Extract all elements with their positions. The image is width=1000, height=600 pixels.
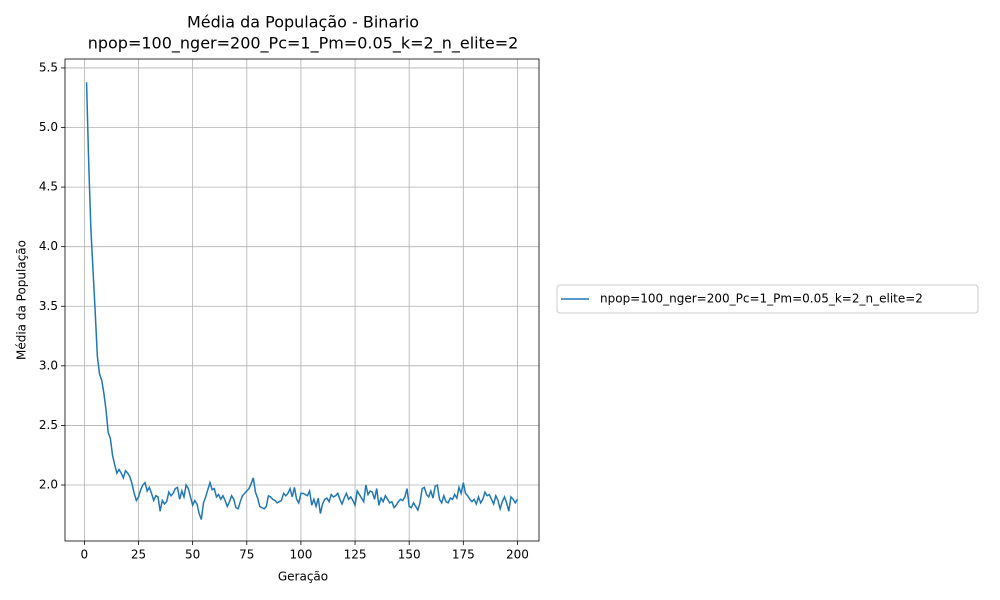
- chart-title: Média da População - Binario: [187, 13, 419, 32]
- x-tick-label: 75: [239, 548, 254, 562]
- x-tick-label: 100: [289, 548, 312, 562]
- x-tick-label: 150: [398, 548, 421, 562]
- y-axis-label: Média da População: [15, 240, 29, 360]
- y-tick-label: 4.5: [39, 180, 58, 194]
- y-tick-label: 2.5: [39, 418, 58, 432]
- y-tick-label: 4.0: [39, 239, 58, 253]
- x-tick-label: 125: [344, 548, 367, 562]
- y-tick-label: 5.0: [39, 120, 58, 134]
- data-line: [85, 82, 519, 520]
- x-tick-label: 200: [506, 548, 529, 562]
- chart-subtitle: npop=100_nger=200_Pc=1_Pm=0.05_k=2_n_eli…: [88, 34, 519, 54]
- y-tick-label: 3.5: [39, 299, 58, 313]
- x-tick-label: 175: [452, 548, 475, 562]
- y-tick-label: 2.0: [39, 477, 58, 491]
- legend-label: npop=100_nger=200_Pc=1_Pm=0.05_k=2_n_eli…: [600, 292, 923, 306]
- legend-box: [556, 284, 979, 314]
- x-axis-label: Geração: [278, 570, 328, 584]
- x-tick-label: 50: [185, 548, 200, 562]
- x-tick-label: 25: [131, 548, 146, 562]
- x-tick-label: 0: [81, 548, 89, 562]
- plot-frame: [64, 58, 540, 542]
- y-tick-label: 5.5: [39, 60, 58, 74]
- y-tick-label: 3.0: [39, 358, 58, 372]
